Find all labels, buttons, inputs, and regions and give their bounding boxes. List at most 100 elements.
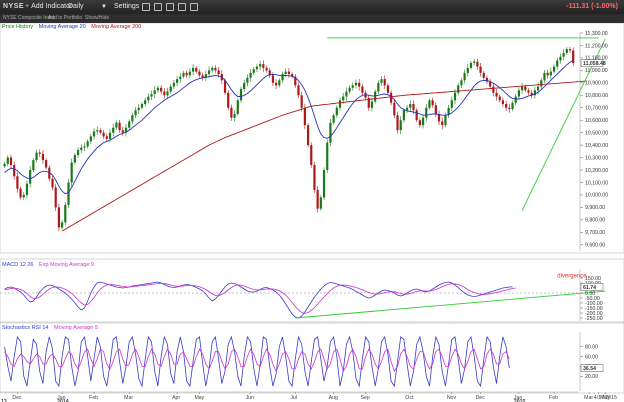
price-candle (140, 104, 144, 108)
price-candle (498, 96, 501, 101)
draw-tool-icon[interactable] (142, 3, 150, 11)
y-tick-label: -200.00 (585, 311, 603, 317)
price-candle (268, 70, 271, 76)
price-candle (476, 61, 479, 67)
price-candle (41, 153, 45, 161)
legend-stoch[interactable]: Stochastics RSI 14 (2, 325, 49, 331)
y-tick-label: 9,800.00 (585, 218, 605, 224)
y-tick-label: 60.00 (585, 354, 598, 360)
macd-last-value-badge (580, 283, 604, 291)
x-year-label: 13 (1, 399, 7, 402)
legend-macd-ema[interactable]: Exp Moving Average 9 (39, 262, 94, 268)
settings-button[interactable]: Settings (114, 3, 140, 10)
price-candle (201, 75, 204, 78)
price-candle (153, 90, 156, 95)
price-candle (543, 72, 546, 81)
price-candle (255, 66, 259, 70)
subbar-show-hide[interactable]: Show/Hide (85, 15, 110, 21)
y-tick-label: 9,700.00 (585, 230, 605, 236)
price-candle (182, 72, 185, 77)
price-candle (501, 100, 505, 105)
zoom-tool-icon[interactable] (166, 3, 174, 11)
y-tick-label: 11,300.00 (585, 31, 608, 37)
price-candle (514, 96, 517, 103)
price-candle (83, 146, 86, 148)
y-tick-label: -50.00 (585, 296, 600, 302)
price-candle (540, 80, 543, 87)
price-candle (367, 97, 370, 108)
y-tick-label: 10,300.00 (585, 155, 608, 161)
divergence-annotation: divergence (557, 274, 587, 280)
price-candle (415, 110, 418, 121)
legend-ma200[interactable]: Moving Average 200 (91, 24, 142, 30)
price-candle (364, 92, 367, 98)
price-candle (492, 86, 495, 93)
price-candle (131, 115, 134, 122)
price-candle (463, 72, 466, 81)
panel-frame (0, 321, 624, 394)
price-candle (214, 67, 217, 71)
stoch-series-line (4, 348, 510, 373)
add-indicator-button[interactable]: + Add Indicator (25, 0, 72, 14)
stoch-series-line (4, 335, 510, 388)
print-icon[interactable] (190, 3, 198, 11)
price-candle (479, 66, 482, 73)
price-candle (124, 127, 128, 133)
y-tick-label: 11,200.00 (585, 43, 608, 49)
price-candle (105, 136, 108, 139)
price-candle (505, 104, 508, 108)
x-tick-label: May (194, 395, 204, 401)
x-tick-label: Feb (549, 395, 558, 401)
period-select[interactable]: Daily (68, 3, 84, 10)
price-candle (265, 67, 268, 71)
price-candle (421, 117, 425, 126)
price-candle (322, 170, 326, 198)
price-candle (99, 130, 102, 133)
price-candle (198, 71, 201, 76)
price-candle (460, 80, 463, 86)
price-candle (76, 150, 80, 156)
price-candle (536, 86, 540, 91)
stoch-last-value: 36.54 (583, 366, 596, 372)
price-candle (425, 107, 428, 118)
price-candle (64, 204, 67, 223)
legend-stoch-ma[interactable]: Moving Average 5 (54, 325, 98, 331)
price-candle (188, 71, 191, 76)
x-tick-label: 4/17/2015 (594, 395, 617, 401)
price-candle (281, 74, 284, 81)
fullscreen-icon[interactable] (178, 3, 186, 11)
price-change: -111.31 (-1.00%) (566, 3, 618, 10)
legend-price-history[interactable]: Price History (2, 24, 34, 30)
text-tool-icon[interactable] (154, 3, 162, 11)
legend-macd[interactable]: MACD 12 26 (2, 262, 34, 268)
price-candle (13, 165, 16, 177)
chevron-down-icon[interactable]: ▼ (101, 4, 107, 10)
price-candle (185, 72, 188, 76)
price-candle (118, 122, 121, 131)
ma20-line (4, 60, 574, 195)
symbol-label[interactable]: NYSE (3, 3, 25, 10)
x-tick-label: Dec (476, 395, 486, 401)
price-candle (150, 94, 153, 97)
subbar-add-portfolio[interactable]: Add to Portfolio (48, 15, 83, 21)
price-candle (70, 162, 73, 183)
y-tick-label: 10,100.00 (585, 180, 608, 186)
price-candle (377, 82, 380, 92)
legend-ma20[interactable]: Moving Average 20 (38, 24, 86, 30)
macd-last-value: 61.74 (583, 285, 596, 291)
price-candle (96, 130, 99, 132)
price-candle (246, 77, 249, 83)
price-candle (399, 120, 402, 131)
price-candle (358, 82, 361, 87)
price-candle (35, 152, 38, 161)
price-candle (32, 160, 35, 171)
price-candle (166, 91, 169, 96)
price-candle (549, 71, 552, 76)
price-last-value: 11,058.48 (583, 61, 606, 67)
x-tick-label: Apr (172, 395, 180, 401)
price-candle (179, 76, 182, 80)
price-candle (409, 104, 412, 108)
price-candle (169, 86, 172, 92)
price-candle (29, 170, 32, 184)
price-candle (326, 142, 329, 171)
